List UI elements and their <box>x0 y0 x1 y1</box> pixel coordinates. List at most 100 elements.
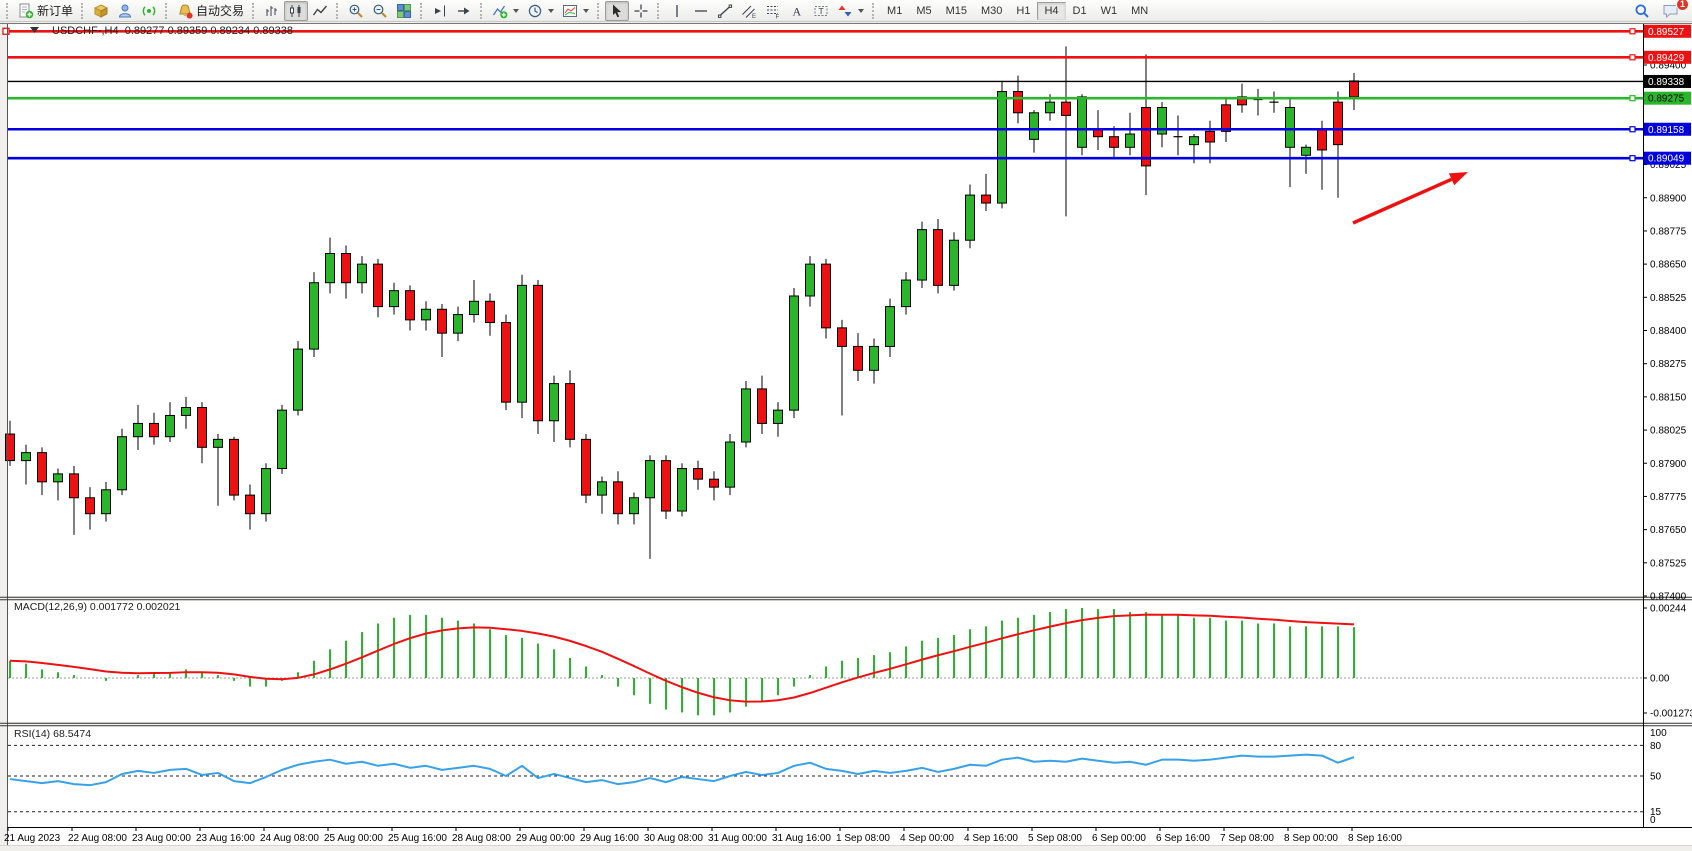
svg-text:6 Sep 00:00: 6 Sep 00:00 <box>1092 833 1146 844</box>
search-button[interactable] <box>1630 1 1654 21</box>
price-scale[interactable]: 0.89400 0.89025 0.88900 0.88775 0.88650 0.885… <box>1643 24 1692 826</box>
vertical-line-button[interactable] <box>665 1 689 21</box>
bell-gold-icon <box>179 3 193 19</box>
line-handle[interactable] <box>1629 126 1636 133</box>
fibo-icon: F <box>767 5 780 19</box>
price-level-lines[interactable] <box>2 27 1643 162</box>
zoom-in-button[interactable] <box>344 1 368 21</box>
chart-candles-icon <box>290 4 301 17</box>
chart-profiles-button[interactable] <box>89 1 113 21</box>
text-label-button[interactable]: T <box>809 1 833 21</box>
line-chart-button[interactable] <box>308 1 332 21</box>
svg-text:0.87400: 0.87400 <box>1650 592 1687 603</box>
svg-text:21 Aug 2023: 21 Aug 2023 <box>4 833 61 844</box>
svg-text:0.88525: 0.88525 <box>1650 293 1687 304</box>
navigator-button[interactable] <box>137 1 161 21</box>
cursor-button[interactable] <box>605 0 630 21</box>
hline-icon <box>695 9 708 12</box>
timeframe-mn-button[interactable]: MN <box>1131 4 1149 17</box>
zoom-in-icon <box>349 4 363 18</box>
svg-text:28 Aug 08:00: 28 Aug 08:00 <box>452 833 511 844</box>
svg-text:100: 100 <box>1650 728 1667 739</box>
line-handle[interactable] <box>1629 54 1636 61</box>
rsi-line <box>9 753 1355 787</box>
fibonacci-button[interactable]: F <box>761 1 785 21</box>
auto-scroll-button[interactable] <box>452 1 476 21</box>
trendline-button[interactable] <box>713 1 737 21</box>
trend-arrow-annotation[interactable] <box>1352 172 1468 225</box>
person-blue-icon <box>119 4 132 17</box>
line-handle[interactable] <box>1629 95 1636 102</box>
macd-signal-line <box>9 613 1355 703</box>
templates-button[interactable] <box>558 1 593 21</box>
equidistant-channel-button[interactable]: E <box>737 1 761 21</box>
svg-text:0.88275: 0.88275 <box>1650 359 1687 370</box>
chevron-down-icon <box>583 8 590 13</box>
svg-text:0: 0 <box>1650 815 1656 826</box>
svg-text:23 Aug 00:00: 23 Aug 00:00 <box>132 833 191 844</box>
status-bar <box>0 845 1692 851</box>
price-badge <box>1644 91 1691 105</box>
search-icon <box>1635 4 1649 18</box>
new-order-label: 新订单 <box>37 4 74 18</box>
bar-chart-button[interactable] <box>260 1 284 21</box>
crosshair-button[interactable] <box>629 1 653 21</box>
svg-text:0.88400: 0.88400 <box>1650 326 1687 337</box>
svg-text:23 Aug 16:00: 23 Aug 16:00 <box>196 833 255 844</box>
toolbar-grip <box>6 2 11 19</box>
svg-text:0.89400: 0.89400 <box>1650 61 1687 72</box>
arrows-button[interactable] <box>833 1 868 21</box>
tline-icon <box>718 4 733 18</box>
new-order-button[interactable]: 新订单 <box>14 1 77 21</box>
tile-windows-button[interactable] <box>392 1 416 21</box>
textA-icon: A <box>793 4 802 18</box>
candlestick-chart-button[interactable] <box>284 0 309 21</box>
timeframe-m15-button[interactable]: M15 <box>945 4 967 17</box>
zoom-out-icon <box>373 4 387 18</box>
periods-button[interactable] <box>523 1 558 21</box>
tiles-icon <box>397 3 412 18</box>
timeframe-h4-button[interactable]: H4 <box>1037 1 1066 20</box>
cube-gold-icon <box>93 3 109 18</box>
auto-trading-button[interactable]: 自动交易 <box>173 1 248 21</box>
chart-canvas[interactable]: 0.89400 0.89025 0.88900 0.88775 0.88650 0.885… <box>0 22 1692 845</box>
market-watch-button[interactable] <box>113 1 137 21</box>
svg-text:0.89049: 0.89049 <box>1648 154 1685 165</box>
pane-frames <box>0 23 1692 845</box>
line-handle[interactable] <box>1629 155 1636 162</box>
svg-text:1 Sep 08:00: 1 Sep 08:00 <box>836 833 890 844</box>
horizontal-line-button[interactable] <box>689 1 713 21</box>
svg-text:0.88150: 0.88150 <box>1650 392 1687 403</box>
text-button[interactable]: A <box>785 1 809 21</box>
shift-icon <box>435 5 446 16</box>
indicators-button[interactable] <box>488 1 523 21</box>
line-handle[interactable] <box>1629 28 1636 35</box>
line-handle[interactable] <box>2 27 10 35</box>
timeframe-m30-button[interactable]: M30 <box>981 4 1003 17</box>
main-toolbar: 新订单 自动交易 E F A T M1 M5 M15 M30 H1 H4 D1 W1 MN 1 <box>0 0 1692 22</box>
timeframe-m5-button[interactable]: M5 <box>916 4 932 17</box>
zoom-out-button[interactable] <box>368 1 392 21</box>
cursor-icon <box>613 4 622 17</box>
timeframe-m1-button[interactable]: M1 <box>887 4 903 17</box>
symbol-marker-icon <box>30 27 39 33</box>
svg-text:4 Sep 16:00: 4 Sep 16:00 <box>964 833 1018 844</box>
svg-text:80: 80 <box>1650 741 1662 752</box>
timeframe-h1-button[interactable]: H1 <box>1016 4 1031 17</box>
svg-text:0.87650: 0.87650 <box>1650 525 1687 536</box>
chart-shift-button[interactable] <box>428 1 452 21</box>
timeframe-w1-button[interactable]: W1 <box>1100 4 1118 17</box>
notifications-button[interactable]: 1 <box>1658 0 1689 21</box>
svg-text:0.89429: 0.89429 <box>1648 53 1685 64</box>
template-icon <box>563 4 578 17</box>
timeframe-d1-button[interactable]: D1 <box>1072 4 1087 17</box>
macd-pane <box>8 607 1643 716</box>
chevron-down-icon <box>548 8 555 13</box>
toolbar-grip <box>165 2 170 19</box>
svg-text:A: A <box>793 4 802 18</box>
time-scale[interactable]: 21 Aug 2023 22 Aug 08:00 23 Aug 00:00 23 Au… <box>4 827 1402 844</box>
svg-text:25 Aug 00:00: 25 Aug 00:00 <box>324 833 383 844</box>
crosshair-icon <box>634 4 648 17</box>
svg-text:0.87775: 0.87775 <box>1650 492 1687 503</box>
svg-text:15: 15 <box>1650 807 1662 818</box>
